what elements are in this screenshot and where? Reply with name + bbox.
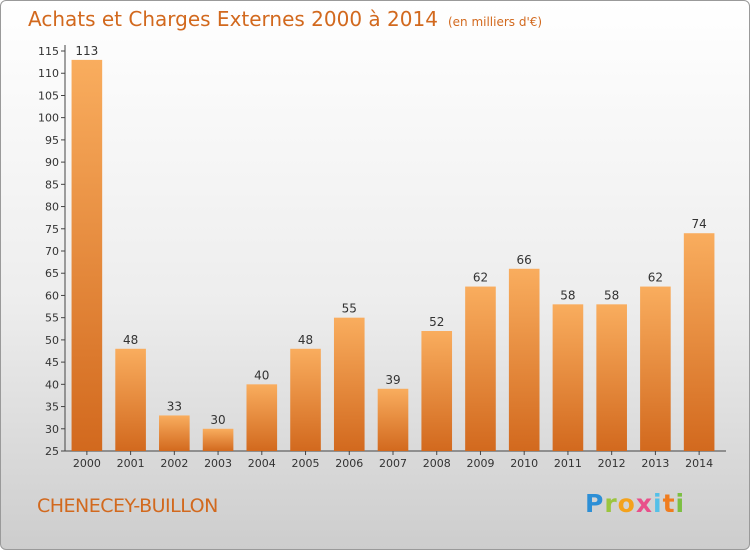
y-tick-label: 35	[45, 401, 59, 414]
x-tick-label: 2005	[292, 457, 320, 470]
x-tick-label: 2008	[423, 457, 451, 470]
bar-value-label: 48	[123, 333, 138, 347]
x-tick-label: 2009	[466, 457, 494, 470]
chart-subtitle: (en milliers d'€)	[447, 15, 543, 29]
chart-title-text: Achats et Charges Externes 2000 à 2014	[28, 7, 438, 31]
y-tick-label: 115	[38, 45, 59, 58]
bar-value-label: 52	[429, 315, 444, 329]
bar-value-label: 58	[560, 288, 575, 302]
y-tick-label: 85	[45, 178, 59, 191]
y-tick-label: 95	[45, 134, 59, 147]
bar-2014	[683, 233, 715, 451]
y-tick-label: 60	[45, 289, 59, 302]
bar-2009	[465, 286, 496, 451]
bar-value-label: 48	[298, 333, 313, 347]
bar-2001	[115, 348, 146, 451]
bar-2000	[71, 59, 103, 452]
x-tick-label: 2012	[598, 457, 626, 470]
x-tick-label: 2013	[641, 457, 669, 470]
bar-value-label: 39	[385, 373, 400, 387]
bar-2002	[159, 415, 190, 451]
bar-value-label: 58	[604, 288, 619, 302]
bar-2003	[202, 428, 234, 451]
y-tick-label: 80	[45, 201, 59, 214]
y-tick-label: 100	[38, 112, 59, 125]
y-tick-label: 25	[45, 445, 59, 458]
bar-2004	[246, 384, 278, 451]
x-tick-label: 2002	[160, 457, 188, 470]
proxiti-logo: Proxiti	[585, 489, 686, 518]
y-tick-label: 45	[45, 356, 59, 369]
x-tick-label: 2010	[510, 457, 538, 470]
bar-2011	[552, 304, 584, 451]
x-tick-label: 2000	[73, 457, 101, 470]
bar-2006	[333, 317, 365, 451]
y-tick-label: 30	[45, 423, 59, 436]
town-name: CHENECEY-BUILLON	[37, 495, 218, 517]
x-tick-label: 2007	[379, 457, 407, 470]
bar-2007	[377, 388, 409, 451]
bar-value-label: 30	[210, 413, 225, 427]
y-tick-label: 65	[45, 267, 59, 280]
x-tick-label: 2004	[248, 457, 276, 470]
y-tick-label: 90	[45, 156, 59, 169]
x-tick-label: 2014	[685, 457, 713, 470]
y-tick-label: 75	[45, 223, 59, 236]
y-tick-label: 105	[38, 89, 59, 102]
bar-2012	[596, 304, 627, 451]
bar-2008	[421, 331, 453, 451]
x-tick-label: 2011	[554, 457, 582, 470]
bar-value-label: 55	[342, 302, 357, 316]
bar-value-label: 74	[691, 217, 706, 231]
bar-value-label: 62	[473, 271, 488, 285]
bar-value-label: 113	[75, 44, 98, 58]
bar-2013	[640, 286, 671, 451]
x-tick-label: 2003	[204, 457, 232, 470]
x-tick-label: 2006	[335, 457, 363, 470]
bar-value-label: 66	[517, 253, 532, 267]
bar-value-label: 33	[167, 399, 182, 413]
x-tick-label: 2001	[117, 457, 145, 470]
bar-2005	[290, 348, 321, 451]
chart-title: Achats et Charges Externes 2000 à 2014 (e…	[28, 7, 542, 31]
y-tick-label: 55	[45, 312, 59, 325]
y-tick-label: 70	[45, 245, 59, 258]
y-tick-label: 40	[45, 378, 59, 391]
bar-value-label: 62	[648, 271, 663, 285]
y-tick-label: 50	[45, 334, 59, 347]
bar-value-label: 40	[254, 368, 269, 382]
y-tick-label: 110	[38, 67, 59, 80]
bar-2010	[508, 268, 540, 451]
